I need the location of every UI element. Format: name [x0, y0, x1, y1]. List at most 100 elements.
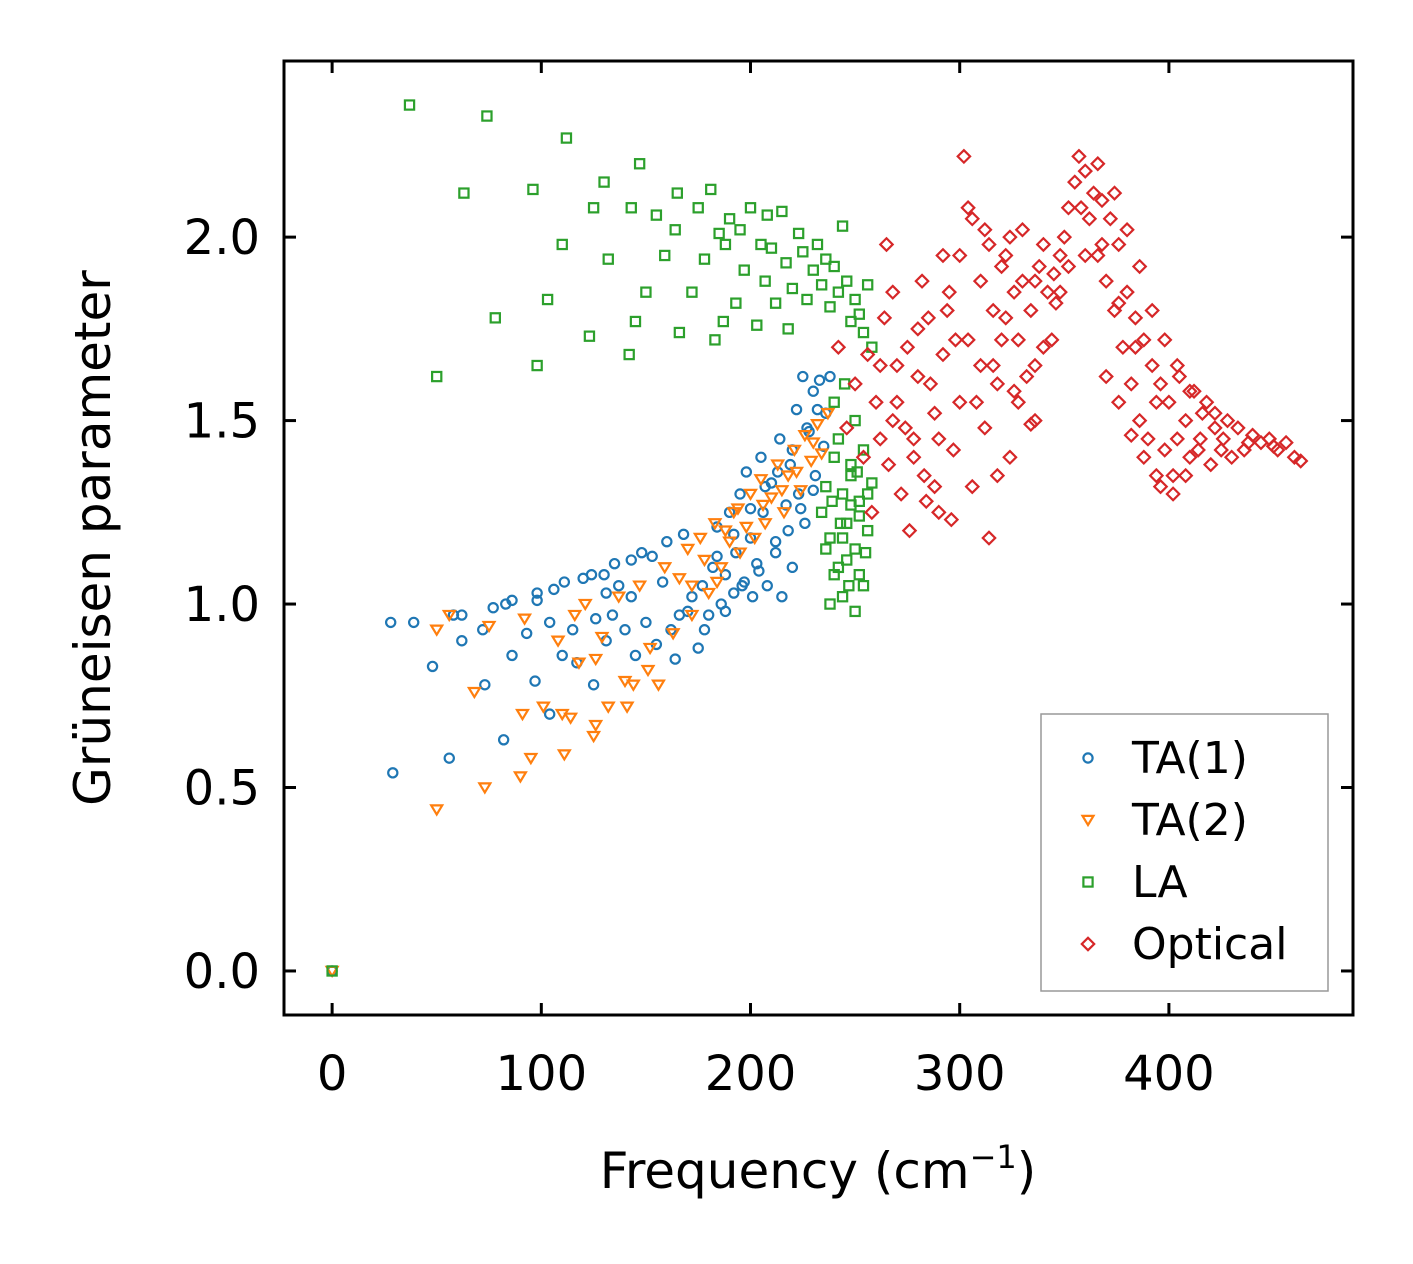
data-point: [866, 477, 878, 489]
data-point: [1207, 420, 1223, 436]
legend-entry: TA(2): [1080, 795, 1248, 846]
legend-items: TA(1) TA(2) LA Optical: [1080, 733, 1287, 970]
data-point: [753, 474, 769, 487]
data-point: [1265, 438, 1282, 455]
data-point: [920, 310, 937, 326]
data-point: [899, 339, 916, 355]
data-point: [820, 480, 832, 493]
data-point: [732, 547, 748, 560]
data-point: [993, 332, 1010, 348]
data-point: [696, 580, 709, 592]
data-point: [910, 321, 926, 337]
y-tick-label: 1.5: [184, 394, 260, 450]
data-point: [1182, 383, 1198, 399]
data-point: [947, 332, 964, 348]
data-point: [684, 580, 700, 593]
data-point: [1119, 222, 1135, 238]
data-point: [972, 273, 989, 289]
data-point: [1123, 376, 1140, 392]
data-point: [893, 486, 909, 502]
data-point: [922, 376, 939, 392]
data-point: [828, 451, 840, 463]
data-point: [830, 339, 847, 355]
data-point: [763, 492, 779, 505]
data-point: [671, 573, 687, 586]
data-point: [939, 302, 955, 319]
data-point: [541, 293, 554, 306]
legend-entry: LA: [1082, 857, 1188, 908]
x-axis-title-main: Frequency (cm: [600, 1142, 970, 1200]
data-point: [997, 247, 1014, 264]
data-point: [753, 565, 765, 577]
data-point: [1014, 222, 1031, 238]
data-point: [709, 576, 725, 590]
data-point: [751, 319, 763, 331]
data-point: [661, 535, 673, 548]
data-point: [914, 273, 930, 289]
data-point: [1071, 148, 1087, 165]
data-point: [625, 679, 641, 692]
data-point: [558, 576, 571, 588]
data-point: [686, 286, 698, 298]
data-point: [623, 348, 635, 361]
data-point: [1081, 211, 1098, 227]
legend-label: LA: [1132, 857, 1188, 908]
data-point: [918, 493, 934, 510]
legend-entry: Optical: [1080, 919, 1287, 970]
data-point: [588, 653, 604, 667]
data-point: [885, 284, 901, 300]
data-point: [535, 701, 551, 714]
data-point: [560, 132, 573, 144]
data-point: [1006, 284, 1022, 300]
data-point: [945, 442, 962, 458]
data-point: [326, 965, 338, 977]
data-point: [757, 506, 769, 519]
data-point: [1177, 467, 1194, 484]
data-point: [1090, 247, 1106, 264]
data-point: [702, 609, 715, 621]
data-point: [832, 286, 845, 298]
data-point: [586, 730, 602, 744]
data-point: [836, 532, 849, 544]
data-point: [1094, 192, 1110, 209]
data-point: [935, 247, 951, 264]
data-point: [784, 458, 796, 471]
data-point: [1102, 211, 1119, 227]
data-point: [910, 368, 926, 385]
data-point: [632, 580, 648, 593]
data-point: [629, 315, 642, 328]
data-point: [1136, 449, 1152, 466]
x-axis-title-close: ): [1017, 1142, 1037, 1200]
data-point: [1207, 405, 1223, 422]
data-point: [563, 712, 579, 725]
data-point: [1035, 339, 1052, 355]
data-point: [759, 275, 771, 287]
data-point: [805, 437, 821, 450]
data-point: [782, 323, 794, 335]
data-point: [1161, 394, 1177, 410]
data-point: [1018, 368, 1035, 385]
data-point: [1194, 405, 1211, 422]
data-point: [697, 554, 712, 568]
data-point: [1286, 449, 1303, 466]
data-point: [755, 238, 767, 251]
data-point: [481, 620, 497, 634]
data-point: [1165, 467, 1181, 484]
data-point: [1110, 394, 1127, 410]
data-point: [824, 370, 836, 383]
data-point: [931, 504, 947, 521]
data-point: [872, 431, 888, 447]
data-point: [515, 708, 530, 722]
data-point: [531, 587, 543, 599]
data-point: [876, 310, 893, 326]
data-point: [814, 448, 830, 461]
series-la: [326, 99, 878, 977]
data-point: [629, 649, 642, 662]
data-point: [713, 562, 729, 575]
data-point: [801, 422, 813, 434]
data-point: [776, 205, 788, 218]
data-point: [1023, 416, 1039, 433]
data-point: [889, 394, 905, 410]
data-point: [813, 374, 826, 386]
